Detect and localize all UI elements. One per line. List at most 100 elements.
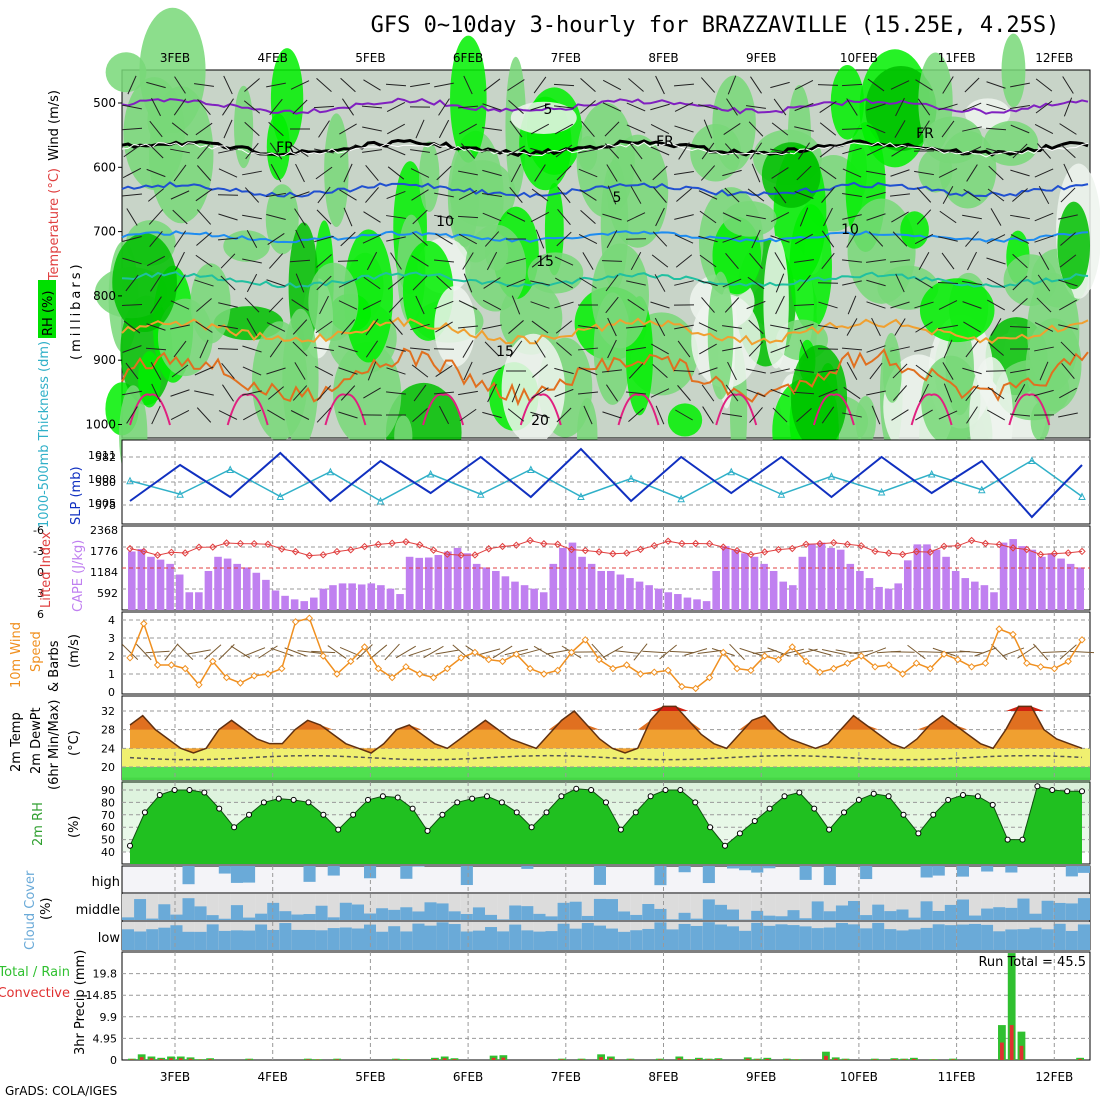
rh-blob — [544, 182, 564, 276]
wind-barb — [673, 370, 695, 372]
wind-barb-10m — [258, 645, 278, 659]
wind-barb — [316, 209, 332, 225]
cloud-mid-bg — [545, 894, 558, 920]
cloud-low — [932, 924, 945, 950]
wind-barb — [630, 186, 642, 204]
wind-barb — [217, 348, 239, 350]
wind-barb — [292, 319, 308, 335]
wind-barb — [652, 165, 668, 181]
cloud-mid-bg — [763, 894, 776, 920]
wind-barb — [149, 120, 163, 138]
convective-bar — [599, 1057, 603, 1060]
rh-point — [201, 789, 208, 796]
wind-speed-point — [1078, 636, 1086, 644]
wind-speed-point — [747, 666, 755, 675]
rh-blob — [1003, 254, 1057, 307]
wind-barb — [436, 275, 452, 291]
li-point — [278, 545, 286, 553]
rh-blob — [112, 233, 177, 333]
wind-barb — [915, 79, 933, 91]
day-label-bottom: 11FEB — [938, 1070, 976, 1084]
cape-axis-label: CAPE (J/kg) — [71, 540, 86, 612]
wind-barb — [602, 79, 622, 91]
wind-barb — [914, 233, 934, 245]
wind-barb — [943, 383, 953, 403]
wind-speed-point — [554, 666, 562, 675]
convective-bar — [139, 1057, 144, 1060]
wind-barb — [151, 405, 161, 425]
pressure-tick: 800 — [93, 289, 116, 303]
cape-bar — [281, 595, 289, 610]
wind-speed-point — [388, 673, 396, 682]
cape-bar — [894, 583, 902, 610]
wind-barb — [462, 340, 474, 358]
wind-barb — [651, 343, 669, 355]
rh-area — [130, 786, 1082, 864]
wind-barb — [583, 405, 593, 425]
wind-barb — [942, 76, 954, 94]
convective-bar — [433, 1058, 437, 1060]
wind-barb — [195, 188, 213, 202]
cape-bar — [750, 556, 759, 610]
cloud-low — [969, 923, 982, 950]
li-tick: 0 — [37, 566, 44, 579]
cape-bar — [472, 563, 481, 610]
li-point — [705, 539, 714, 548]
rh-point — [290, 796, 297, 803]
cape-bar — [654, 588, 663, 610]
precip-bar — [890, 1058, 899, 1060]
cloud-low — [230, 930, 243, 950]
wind-barb — [458, 300, 478, 310]
cloud-mid — [436, 903, 449, 920]
cape-bar — [597, 570, 605, 610]
cape-bar — [990, 592, 998, 610]
wind-barb — [555, 277, 573, 289]
wind-barb — [866, 390, 886, 396]
rh-blob — [324, 113, 349, 227]
convective-bar — [706, 1059, 711, 1060]
rh-point — [707, 824, 714, 831]
wind-barb — [1012, 188, 1028, 202]
wind-barb — [651, 254, 669, 268]
wind-barb — [438, 98, 450, 116]
wind-barb — [986, 148, 1006, 154]
rh-point — [335, 826, 342, 833]
cloud-mid-bg — [630, 894, 643, 920]
cloud-mid — [751, 910, 764, 920]
cape-bar — [856, 570, 864, 610]
wind-barb — [242, 366, 262, 376]
cloud-low — [485, 927, 498, 950]
wind-barb — [890, 193, 910, 197]
cloud-high — [860, 866, 873, 880]
slp-series: 582 580 578 1011 1008 1005 — [88, 440, 1090, 524]
cloud-low — [823, 927, 836, 950]
wind-barb — [267, 233, 285, 245]
wind-barb — [338, 345, 358, 353]
cloud-low — [1077, 924, 1090, 950]
wind-barb — [842, 192, 862, 198]
wind-barb — [626, 325, 646, 329]
precip-tick: 4.95 — [93, 1032, 118, 1045]
wind-barb — [556, 342, 572, 356]
wind-barb — [655, 207, 665, 227]
cloud-low — [436, 922, 449, 950]
cloud-mid — [920, 901, 933, 920]
slp-thickness-panel: 582 580 578 1011 1008 1005 1000-500mb Thickne… — [37, 341, 1091, 528]
wind-label-3: & Barbs — [47, 640, 62, 692]
li-tick: 3 — [37, 587, 44, 600]
wind-barb — [122, 167, 142, 179]
cape-bar — [721, 546, 730, 610]
wind-barb — [486, 251, 498, 271]
temp-area-hot — [130, 706, 1082, 730]
cloud-mid — [400, 907, 413, 920]
wind-barb — [1034, 168, 1054, 178]
wind-barb — [554, 105, 574, 109]
wind-barb — [433, 391, 455, 395]
cloud-low — [678, 923, 691, 950]
cloud-low — [763, 925, 776, 950]
cloud-high — [218, 866, 231, 874]
cloud-low — [497, 931, 510, 950]
wind-barb — [268, 253, 284, 269]
wind-speed-point — [995, 625, 1003, 633]
